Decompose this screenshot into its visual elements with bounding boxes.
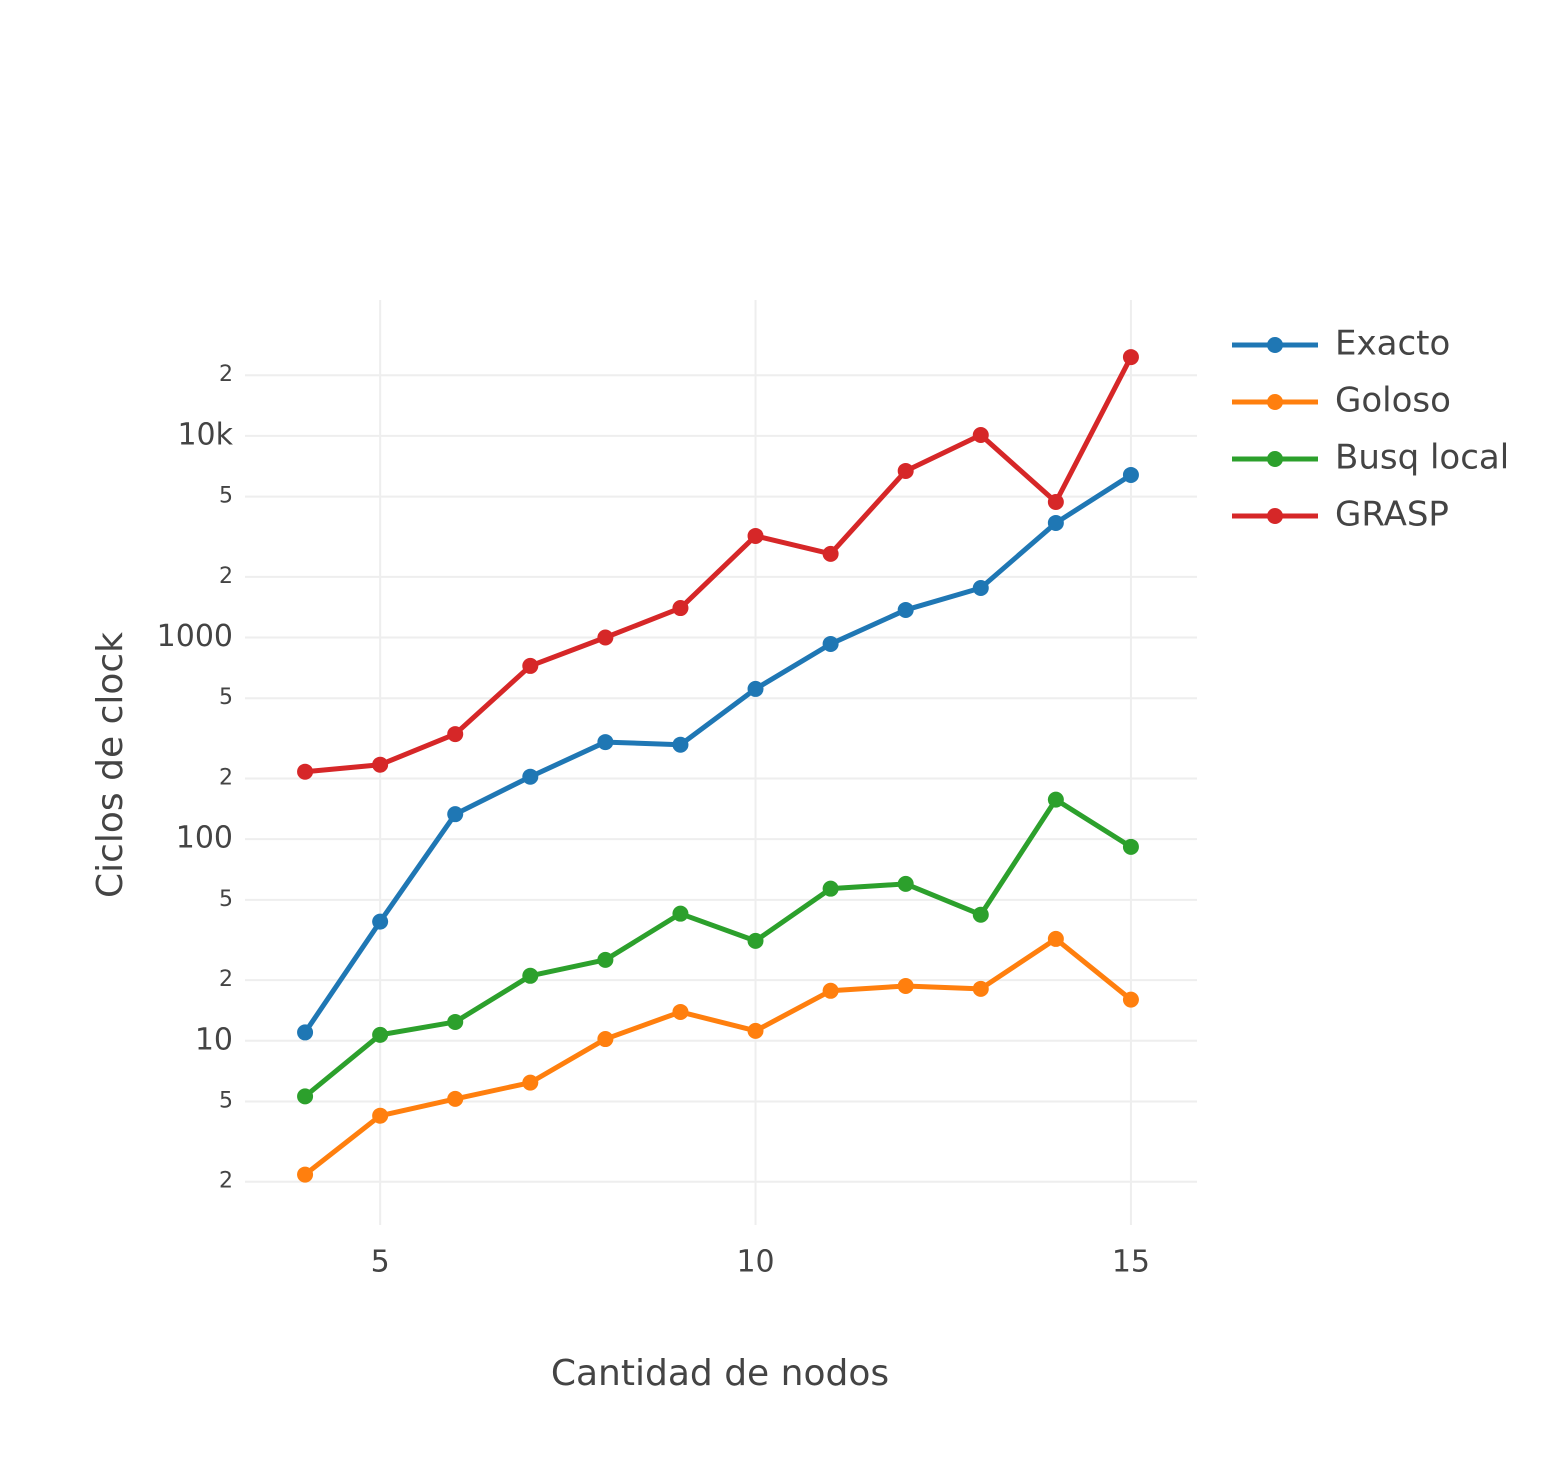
point <box>1122 991 1139 1008</box>
legend-label: Exacto <box>1335 324 1450 364</box>
series-line <box>303 936 1133 1177</box>
x-tick-label: 15 <box>1112 1245 1150 1280</box>
point <box>522 1074 539 1091</box>
y-tick-label: 2 <box>219 967 233 992</box>
point <box>1047 494 1064 511</box>
point <box>522 967 539 984</box>
point <box>372 913 389 930</box>
legend-label: Busq local <box>1335 438 1509 478</box>
point <box>1047 514 1064 531</box>
point <box>1047 791 1064 808</box>
point <box>897 601 914 618</box>
point <box>747 527 764 544</box>
legend-label: Goloso <box>1335 381 1451 421</box>
point <box>747 932 764 949</box>
point <box>597 734 614 751</box>
y-tick-label: 2 <box>219 1169 233 1194</box>
point <box>297 763 314 780</box>
legend-marker <box>1267 451 1283 467</box>
point <box>972 980 989 997</box>
x-tick-label: 10 <box>736 1245 774 1280</box>
x-axis-title: Cantidad de nodos <box>551 1353 889 1394</box>
legend-marker <box>1267 394 1283 410</box>
point <box>972 906 989 923</box>
y-tick-label: 2 <box>219 765 233 790</box>
y-axis-title: Ciclos de clock <box>90 632 131 898</box>
x-tick-label: 5 <box>371 1245 390 1280</box>
point <box>672 1003 689 1020</box>
y-tick-label: 10 <box>195 1022 233 1057</box>
point <box>897 977 914 994</box>
point <box>297 1166 314 1183</box>
legend-marker <box>1267 337 1283 353</box>
point <box>447 806 464 823</box>
y-tick-label: 10k <box>177 417 233 452</box>
point <box>1122 466 1139 483</box>
point <box>747 680 764 697</box>
series-line <box>302 472 1133 1034</box>
point <box>447 726 464 743</box>
point <box>822 635 839 652</box>
point <box>1047 930 1064 947</box>
point <box>372 1026 389 1043</box>
legend-label: GRASP <box>1335 495 1449 535</box>
series-line <box>304 355 1134 775</box>
point <box>672 600 689 617</box>
point <box>747 1022 764 1039</box>
point <box>972 580 989 597</box>
y-tick-label: 5 <box>219 1088 233 1113</box>
point <box>672 736 689 753</box>
series-line <box>303 797 1133 1099</box>
point <box>822 982 839 999</box>
point <box>597 951 614 968</box>
point <box>447 1013 464 1030</box>
legend-marker <box>1267 508 1283 524</box>
y-tick-label: 100 <box>176 821 233 856</box>
y-tick-label: 5 <box>219 484 233 509</box>
point <box>822 545 839 562</box>
point <box>297 1024 314 1041</box>
y-tick-label: 1000 <box>157 619 233 654</box>
point <box>372 756 389 773</box>
y-tick-label: 5 <box>219 887 233 912</box>
point <box>522 768 539 785</box>
point <box>447 1090 464 1107</box>
point <box>972 427 989 444</box>
y-tick-label: 2 <box>219 564 233 589</box>
point <box>1122 349 1139 366</box>
point <box>597 629 614 646</box>
point <box>597 1031 614 1048</box>
point <box>522 657 539 674</box>
point <box>897 462 914 479</box>
point <box>822 880 839 897</box>
point <box>1122 838 1139 855</box>
point <box>372 1107 389 1124</box>
point <box>297 1088 314 1105</box>
point <box>672 905 689 922</box>
y-tick-label: 5 <box>219 685 233 710</box>
y-tick-label: 2 <box>219 362 233 387</box>
point <box>897 875 914 892</box>
